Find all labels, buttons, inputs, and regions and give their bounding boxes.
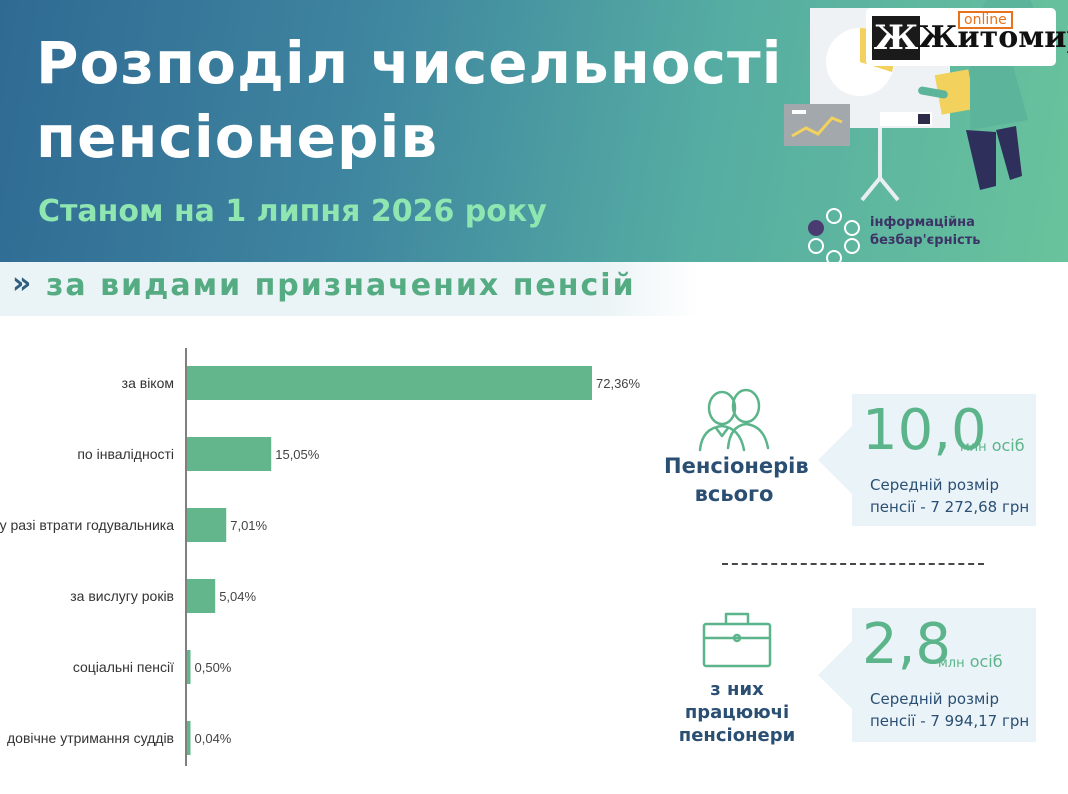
total-pensioners-label: Пенсіонерів всього (664, 452, 809, 508)
page-subtitle: Станом на 1 липня 2026 року (38, 194, 547, 229)
category-label: соціальні пенсії (73, 659, 174, 675)
bar (187, 366, 592, 400)
title-line-2: пенсіонерів (36, 103, 439, 171)
category-label: у разі втрати годувальника (0, 517, 174, 533)
working-avg-line-2: пенсії - 7 994,17 грн (870, 712, 1030, 730)
total-label-line-2: всього (694, 482, 774, 506)
logo-icon: Ж (872, 16, 920, 60)
total-unit-mln: млн (960, 440, 987, 455)
total-average-pension: Середній розмір пенсії - 7 272,68 грн (870, 474, 1029, 518)
logo-online-badge: online (958, 11, 1013, 29)
category-label: за віком (122, 375, 174, 391)
value-label: 5,04% (219, 589, 256, 604)
section-band (0, 262, 700, 316)
working-average-pension: Середній розмір пенсії - 7 994,17 грн (870, 688, 1029, 732)
total-pensioners-box: 10,0 млн осіб Середній розмір пенсії - 7… (818, 394, 1036, 526)
briefcase-icon (702, 612, 772, 668)
person-body (970, 45, 1028, 130)
category-label: по інвалідності (77, 446, 174, 462)
value-label: 7,01% (230, 518, 267, 533)
bar (187, 650, 191, 684)
bar (187, 508, 227, 542)
circles-icon (808, 208, 860, 266)
info-accessibility-line-2: безбар'єрність (870, 233, 981, 248)
board-mark-shape (918, 114, 930, 124)
working-label-line-3: пенсіонери (678, 725, 796, 746)
total-unit-persons: осіб (991, 436, 1025, 455)
working-avg-line-1: Середній розмір (870, 690, 999, 708)
total-avg-line-2: пенсії - 7 272,68 грн (870, 498, 1030, 516)
info-accessibility-label: інформаційна безбар'єрність (870, 214, 981, 250)
bar (187, 579, 216, 613)
mini-chart-label (792, 110, 806, 114)
pension-type-bar-chart: за віком 72,36% по інвалідності 15,05% у раз… (0, 348, 641, 766)
logo-name: Житомир (918, 20, 1068, 55)
tripod-leg-left (860, 176, 882, 202)
section-title: за видами призначених пенсій (46, 268, 636, 303)
working-label-line-1: з них (710, 679, 764, 700)
category-label: за вислугу років (70, 588, 174, 604)
working-label-line-2: працюючі (684, 702, 790, 723)
working-unit: млн осіб (938, 652, 1003, 671)
person-arm (918, 86, 948, 99)
tripod-leg-right (878, 176, 900, 202)
working-pensioners-label: з них працюючі пенсіонери (670, 678, 804, 747)
page-title: Розподіл чисельності пенсіонерів (36, 26, 783, 174)
info-accessibility-line-1: інформаційна (870, 215, 975, 230)
bar (187, 721, 191, 755)
person-leg-left (966, 130, 996, 190)
working-pensioners-box: 2,8 млн осіб Середній розмір пенсії - 7 … (818, 608, 1036, 742)
bar (187, 437, 272, 471)
chevron-right-icon: » (12, 266, 32, 301)
mini-chart-line (791, 116, 843, 138)
value-label: 72,36% (596, 376, 641, 391)
site-logo[interactable]: Ж Житомир online (866, 8, 1068, 66)
working-unit-persons: осіб (969, 652, 1003, 671)
total-unit: млн осіб (960, 436, 1025, 455)
working-unit-mln: млн (938, 656, 965, 671)
value-label: 15,05% (275, 447, 320, 462)
title-line-1: Розподіл чисельності (36, 29, 783, 97)
total-label-line-1: Пенсіонерів (664, 454, 809, 478)
section-divider (722, 563, 984, 565)
presentation-icon (784, 0, 1034, 202)
category-label: довічне утримання суддів (7, 730, 174, 746)
working-value: 2,8 (862, 612, 952, 677)
paper-sheet (934, 69, 976, 115)
person-leg-right (996, 126, 1022, 180)
total-avg-line-1: Середній розмір (870, 476, 999, 494)
value-label: 0,04% (195, 731, 232, 746)
people-icon (698, 388, 770, 452)
value-label: 0,50% (195, 660, 232, 675)
total-value: 10,0 (862, 398, 987, 463)
